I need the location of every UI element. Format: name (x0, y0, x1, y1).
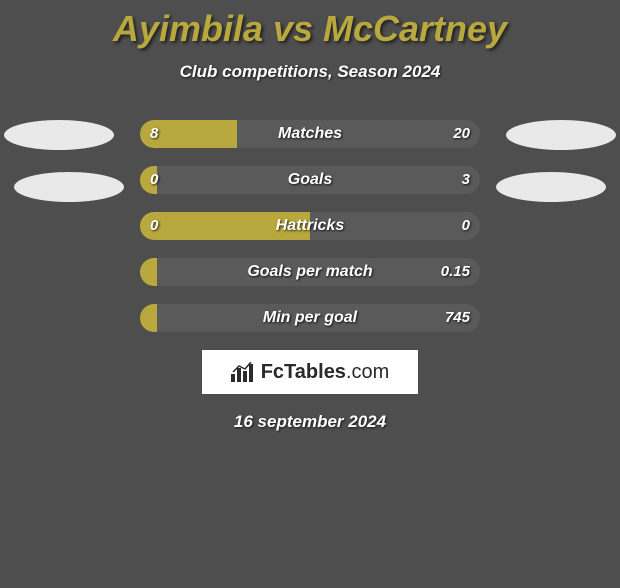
value-right: 745 (445, 304, 470, 332)
bar-track (140, 166, 480, 194)
value-right: 20 (453, 120, 470, 148)
bar-left (140, 212, 310, 240)
comparison-chart: 820Matches03Goals00Hattricks0.15Goals pe… (0, 120, 620, 332)
bar-right (157, 166, 480, 194)
bar-left (140, 304, 157, 332)
stat-row: 0.15Goals per match (0, 258, 620, 286)
bar-right (310, 212, 480, 240)
value-right: 0 (462, 212, 470, 240)
page-title: Ayimbila vs McCartney (0, 8, 620, 50)
bar-left (140, 258, 157, 286)
stat-row: 03Goals (0, 166, 620, 194)
value-right: 0.15 (441, 258, 470, 286)
value-right: 3 (462, 166, 470, 194)
value-left: 8 (150, 120, 158, 148)
stat-row: 820Matches (0, 120, 620, 148)
bars-icon (231, 362, 257, 382)
date-text: 16 september 2024 (0, 412, 620, 432)
stat-row: 00Hattricks (0, 212, 620, 240)
bar-right (157, 304, 480, 332)
bar-track (140, 304, 480, 332)
logo-text: FcTables.com (261, 361, 390, 384)
bar-track (140, 212, 480, 240)
stat-row: 745Min per goal (0, 304, 620, 332)
bar-right (237, 120, 480, 148)
bar-right (157, 258, 480, 286)
bar-track (140, 258, 480, 286)
subtitle: Club competitions, Season 2024 (0, 62, 620, 82)
value-left: 0 (150, 166, 158, 194)
value-left: 0 (150, 212, 158, 240)
fctables-logo[interactable]: FcTables.com (202, 350, 418, 394)
bar-track (140, 120, 480, 148)
